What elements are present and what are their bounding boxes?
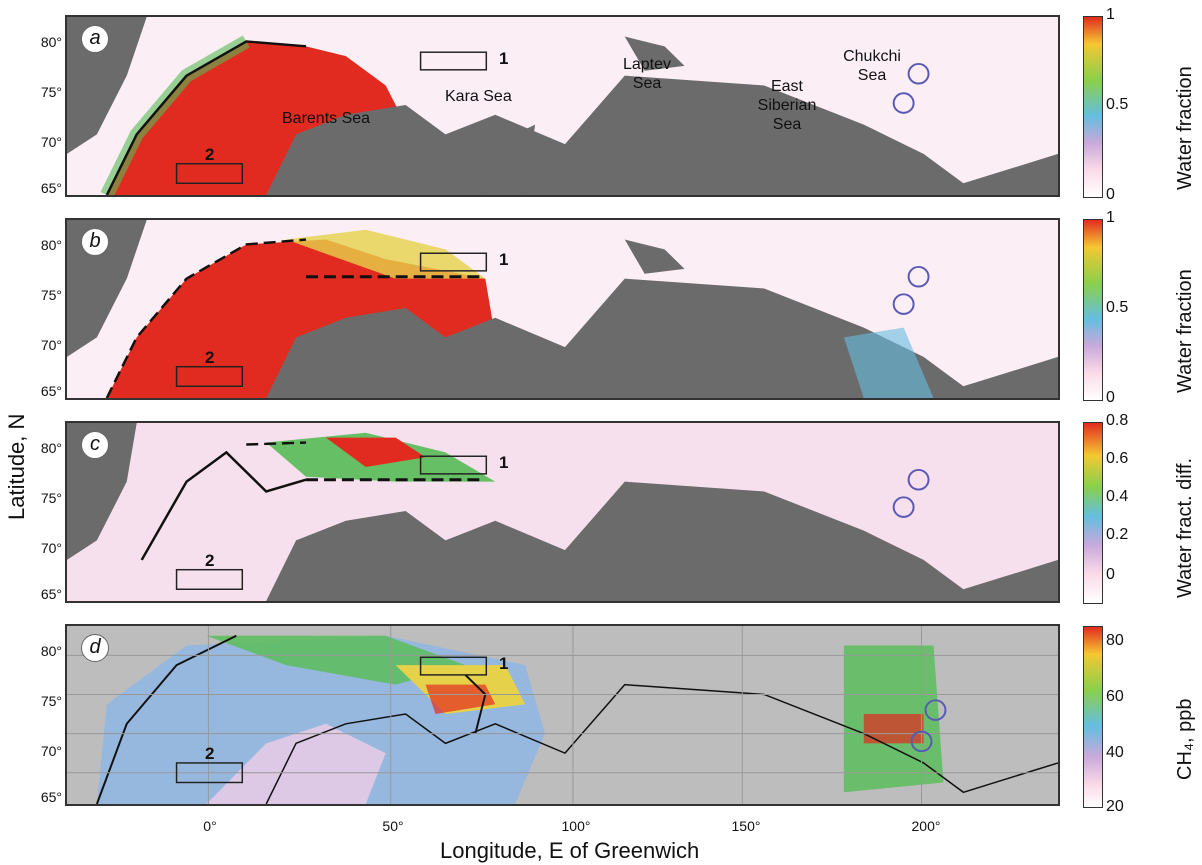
map-c-graphic [67, 423, 1058, 601]
label-laptev-sea: Laptev Sea [622, 56, 672, 92]
colorbar-c-tick: 0.2 [1106, 526, 1129, 543]
box-label-1: 1 [499, 654, 509, 673]
colorbar-b [1083, 219, 1103, 401]
box-label-2: 2 [205, 551, 215, 570]
lon-tick: 200° [911, 818, 941, 834]
colorbar-c-tick: 0 [1106, 566, 1115, 583]
lat-tick: 75° [40, 693, 62, 709]
box-label-2: 2 [205, 744, 215, 763]
colorbar-c-tick: 0.4 [1106, 488, 1129, 505]
colorbar-a-tick: 1 [1106, 6, 1115, 23]
lat-tick: 75° [40, 490, 62, 506]
colorbar-d-tick: 80 [1106, 632, 1124, 649]
box-label-1: 1 [499, 250, 509, 269]
label-chukchi-sea: Chukchi Sea [843, 48, 901, 84]
box-label-2: 2 [205, 145, 215, 164]
colorbar-a-title: Water fraction [1174, 66, 1196, 190]
lat-tick: 70° [40, 337, 62, 353]
label-kara-sea: Kara Sea [445, 88, 512, 105]
label-barents-sea: Barents Sea [282, 110, 371, 127]
map-d-graphic [67, 626, 1058, 804]
colorbar-d-tick: 40 [1106, 744, 1124, 761]
box-label-1: 1 [499, 453, 509, 472]
box-label-1: 1 [499, 49, 509, 68]
lat-tick: 65° [40, 586, 62, 602]
colorbar-a-tick: 0 [1106, 186, 1115, 203]
label-east-siberian-sea: East Siberian Sea [757, 78, 817, 133]
lat-tick: 70° [40, 743, 62, 759]
lat-tick: 80° [40, 643, 62, 659]
colorbar-a [1083, 16, 1103, 198]
map-a-graphic [67, 17, 1058, 195]
lon-tick: 150° [731, 818, 761, 834]
lat-tick: 75° [40, 287, 62, 303]
colorbar-b-tick: 0.5 [1106, 299, 1129, 316]
lon-tick: 0° [203, 818, 217, 834]
map-panel-b: b 1 2 [65, 218, 1060, 400]
lat-tick: 70° [40, 134, 62, 150]
colorbar-b-tick: 1 [1106, 209, 1115, 226]
lat-tick: 65° [40, 789, 62, 805]
panel-letter-b: b [81, 228, 109, 256]
lat-tick: 70° [40, 540, 62, 556]
colorbar-b-title: Water fraction [1174, 269, 1196, 393]
map-panel-a: a Barents Sea Kara Sea Laptev Sea East S… [65, 15, 1060, 197]
lat-tick: 75° [40, 84, 62, 100]
lon-tick: 50° [382, 818, 404, 834]
panel-letter-c: c [81, 431, 109, 459]
colorbar-a-tick: 0.5 [1106, 96, 1129, 113]
map-panel-c: c 1 2 [65, 421, 1060, 603]
panel-letter-a: a [81, 25, 109, 53]
x-axis-label: Longitude, E of Greenwich [440, 838, 700, 863]
map-panel-d: d 1 2 [65, 624, 1060, 806]
lat-tick: 65° [40, 180, 62, 196]
panel-letter-d: d [81, 634, 109, 662]
colorbar-d [1083, 626, 1103, 808]
lat-tick: 80° [40, 237, 62, 253]
box-label-2: 2 [205, 348, 215, 367]
lat-tick: 80° [40, 440, 62, 456]
lat-tick: 80° [40, 34, 62, 50]
lon-tick: 100° [561, 818, 591, 834]
colorbar-d-title: CH₄, ppb [1174, 698, 1196, 780]
colorbar-c-tick: 0.6 [1106, 450, 1129, 467]
map-b-graphic [67, 220, 1058, 398]
colorbar-b-tick: 0 [1106, 389, 1115, 406]
lat-tick: 65° [40, 383, 62, 399]
colorbar-c [1083, 422, 1103, 604]
colorbar-d-tick: 20 [1106, 798, 1124, 815]
colorbar-c-title: Water fract. diff. [1174, 457, 1196, 598]
colorbar-c-tick: 0.8 [1106, 412, 1129, 429]
colorbar-d-tick: 60 [1106, 688, 1124, 705]
